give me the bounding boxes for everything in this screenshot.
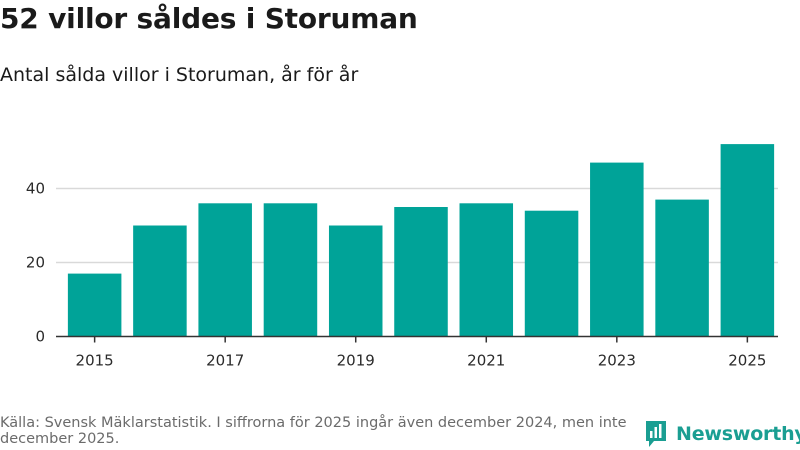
bar-2019	[328, 225, 383, 337]
bar-2018	[263, 203, 318, 337]
bar-2021	[459, 203, 514, 337]
chart-title: 52 villor såldes i Storuman	[0, 2, 418, 35]
brand-logo[interactable]: Newsworthy	[644, 419, 800, 449]
y-tick-label: 20	[26, 254, 45, 272]
bar-chart-logo-icon	[646, 421, 666, 447]
x-tick-label: 2023	[598, 352, 636, 370]
bar-2015	[67, 273, 122, 337]
bar-2016	[133, 225, 187, 337]
bar-2017	[198, 203, 252, 337]
x-tick-label: 2017	[206, 352, 244, 370]
bar-2020	[394, 207, 448, 337]
bar-2022	[524, 210, 579, 337]
bar-2025	[720, 144, 775, 337]
x-tick-label: 2015	[76, 352, 114, 370]
source-note: Källa: Svensk Mäklarstatistik. I siffror…	[0, 415, 627, 447]
x-tick-label: 2021	[467, 352, 505, 370]
brand-name: Newsworthy	[676, 423, 800, 445]
bar-2024	[655, 199, 709, 337]
y-tick-label: 0	[35, 328, 45, 346]
bar-chart: 0 20 40 2015 2017 2019 2021 2023 2025	[26, 144, 778, 370]
chart-subtitle: Antal sålda villor i Storuman, år för år	[0, 64, 359, 86]
x-tick-label: 2019	[337, 352, 375, 370]
bar-2023	[590, 162, 644, 337]
x-tick-label: 2025	[728, 352, 766, 370]
y-tick-label: 40	[26, 180, 45, 198]
